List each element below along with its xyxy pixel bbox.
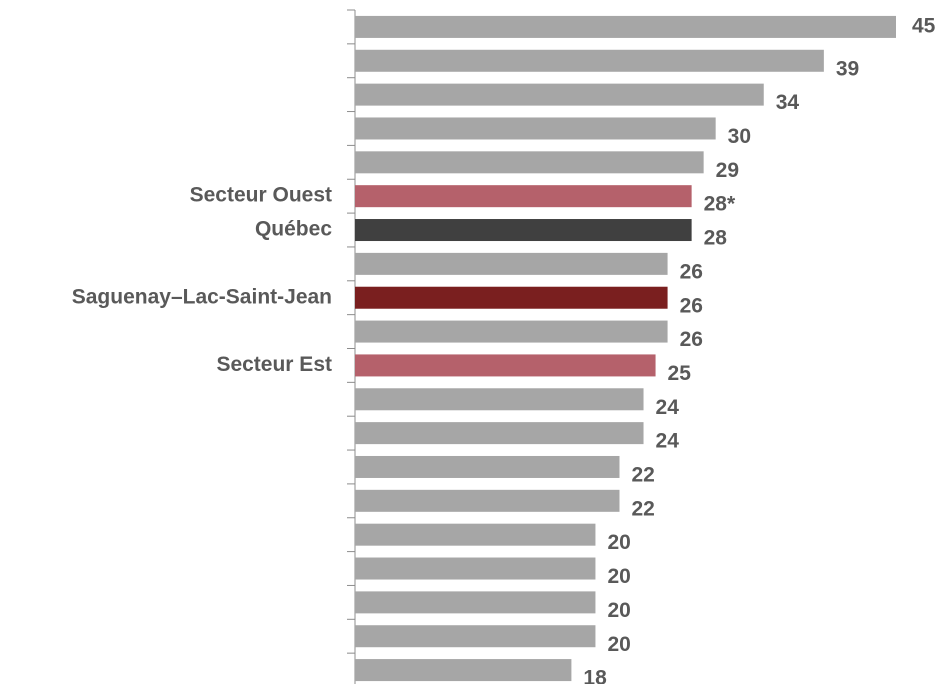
bar [355, 489, 620, 512]
value-label: 24 [656, 430, 680, 453]
value-label: 26 [680, 294, 703, 317]
value-label: 39 [836, 57, 859, 80]
bar [355, 320, 668, 343]
bar [355, 659, 572, 682]
category-label: Secteur Ouest [190, 184, 332, 207]
bar [355, 625, 596, 648]
bar [355, 557, 596, 580]
bar [355, 523, 596, 546]
value-label: 45 [912, 14, 936, 37]
bar [355, 49, 824, 72]
category-label: Québec [255, 218, 332, 241]
value-label: 18 [583, 667, 607, 684]
bar [355, 151, 704, 174]
bar [355, 219, 692, 242]
value-label: 28* [704, 193, 736, 216]
value-label: 20 [607, 531, 630, 554]
value-label: 34 [776, 91, 800, 114]
bar [355, 354, 656, 377]
bar [355, 185, 692, 208]
value-label: 25 [668, 362, 692, 385]
value-label: 20 [607, 599, 630, 622]
bar [355, 83, 764, 106]
value-label: 30 [728, 125, 751, 148]
category-label: Secteur Est [216, 353, 332, 376]
bar [355, 422, 644, 445]
value-label: 26 [680, 328, 703, 351]
value-label: 20 [607, 633, 630, 656]
bar [355, 455, 620, 478]
bar [355, 117, 716, 140]
value-label: 29 [716, 159, 739, 182]
value-label: 24 [656, 396, 680, 419]
value-label: 22 [631, 497, 654, 520]
value-label: 28 [704, 227, 728, 250]
bar [355, 252, 668, 275]
value-label: 20 [607, 565, 630, 588]
bar [355, 388, 644, 411]
bar [355, 15, 896, 38]
bar [355, 286, 668, 309]
value-label: 22 [631, 464, 654, 487]
category-label: Saguenay–Lac-Saint-Jean [72, 285, 332, 308]
value-label: 26 [680, 260, 703, 283]
bar [355, 591, 596, 614]
